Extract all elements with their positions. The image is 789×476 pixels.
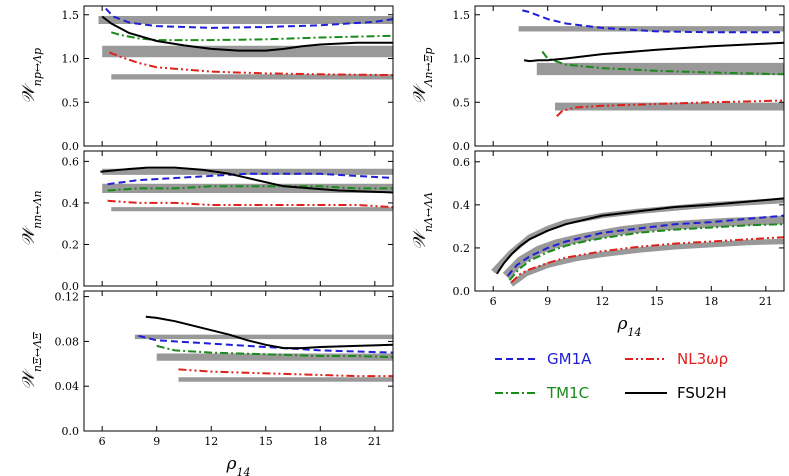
x-tick-label: 12: [595, 295, 609, 308]
y-tick-label: 1.5: [453, 9, 471, 22]
series-line-GM1A: [506, 214, 784, 277]
x-tick-label: 21: [759, 295, 773, 308]
series-line-FSU2H: [523, 41, 784, 63]
y-tick-label: 1.0: [453, 53, 471, 66]
legend-item: GM1A: [495, 350, 592, 368]
axes-frame: [474, 5, 785, 147]
legend-item: FSU2H: [625, 384, 727, 402]
legend-label: FSU2H: [677, 384, 727, 402]
y-axis-label: 𝒲Λn↔Ξp: [410, 48, 435, 105]
series-line-TM1C: [156, 344, 393, 359]
series-line-TM1C: [541, 50, 784, 76]
y-axis-label: 𝒲nΞ↔ΛΞ: [19, 332, 44, 390]
legend: GM1A NL3ωρ TM1C FSU2H: [495, 350, 728, 402]
y-tick-label: 1.0: [62, 53, 80, 66]
legend-label: NL3ωρ: [677, 350, 728, 368]
axes-frame: [83, 5, 394, 147]
series-line-TM1C: [107, 185, 393, 192]
x-tick-label: 15: [259, 435, 273, 448]
y-axis-label: 𝒲np↔Λp: [19, 48, 44, 104]
x-axis-label: ρ14: [617, 314, 642, 339]
y-tick-label: 0.12: [55, 291, 80, 304]
x-tick-label: 15: [650, 295, 664, 308]
series-line-GM1A: [522, 9, 784, 34]
panel-p4: 0.0 0.2 0.4 0.6 6 9 12 15 18 21 𝒲nΛ↔ΛΛ ρ14: [410, 150, 785, 339]
x-axis-label: ρ14: [226, 454, 251, 476]
y-tick-label: 0.08: [55, 335, 80, 348]
series-line-NL3ωρ: [107, 199, 393, 209]
series-line-GM1A: [105, 7, 393, 29]
y-tick-label: 0.0: [62, 280, 80, 293]
x-tick-label: 6: [490, 295, 497, 308]
axes-frame: [474, 150, 785, 292]
y-tick-label: 0.6: [62, 155, 80, 168]
legend-label: TM1C: [546, 384, 589, 402]
y-tick-label: 0.5: [62, 96, 80, 109]
series-line-FSU2H: [101, 15, 393, 52]
y-tick-label: 0.04: [55, 380, 80, 393]
x-tick-label: 18: [313, 435, 327, 448]
x-tick-label: 9: [153, 435, 160, 448]
y-tick-label: 1.5: [62, 9, 80, 22]
y-axis-label: 𝒲nΛ↔ΛΛ: [410, 192, 435, 250]
panel-p1: 0.0 0.5 1.0 1.5 𝒲np↔Λp: [19, 5, 394, 153]
y-tick-label: 0.0: [62, 140, 80, 153]
panel-p3: 0.0 0.2 0.4 0.6 𝒲nn↔Λn: [19, 150, 394, 293]
panel-p5: 0.0 0.04 0.08 0.12 6 9 12 15 18 21 𝒲nΞ↔ΛΞ ρ14: [19, 290, 394, 476]
y-tick-label: 0.4: [62, 197, 80, 210]
y-tick-label: 0.0: [62, 425, 80, 438]
series-line-FSU2H: [100, 166, 393, 194]
x-tick-label: 18: [704, 295, 718, 308]
axes-frame: [83, 150, 394, 287]
series-line-TM1C: [508, 223, 784, 281]
plot-area: [134, 315, 393, 382]
x-tick-label: 21: [368, 435, 382, 448]
legend-item: TM1C: [495, 384, 589, 402]
x-tick-label: 9: [544, 295, 551, 308]
series-line-NL3ωρ: [510, 236, 784, 284]
series-line-TM1C: [111, 31, 393, 42]
y-tick-label: 0.2: [62, 238, 80, 251]
series-line-GM1A: [138, 334, 393, 354]
series-line-FSU2H: [145, 315, 393, 350]
y-tick-label: 0.6: [453, 156, 471, 169]
legend-item: NL3ωρ: [625, 350, 728, 368]
y-tick-label: 0.5: [453, 96, 471, 109]
legend-label: GM1A: [547, 350, 592, 368]
plot-area: [100, 166, 393, 212]
uncertainty-band: [502, 215, 784, 279]
plot-area: [491, 197, 784, 287]
y-tick-label: 0.0: [453, 285, 471, 298]
x-tick-label: 12: [204, 435, 218, 448]
plot-area: [518, 9, 784, 118]
y-tick-label: 0.2: [453, 242, 471, 255]
series-line-FSU2H: [495, 197, 784, 275]
series-line-NL3ωρ: [556, 99, 784, 118]
series-line-NL3ωρ: [178, 368, 393, 378]
plot-area: [98, 7, 393, 80]
x-tick-label: 6: [99, 435, 106, 448]
uncertainty-band: [509, 238, 784, 287]
y-tick-label: 0.4: [453, 199, 471, 212]
series-line-GM1A: [107, 172, 393, 186]
panel-p2: 0.0 0.5 1.0 1.5 𝒲Λn↔Ξp: [410, 5, 785, 153]
y-tick-label: 0.0: [453, 140, 471, 153]
axes-frame: [83, 290, 394, 432]
y-axis-label: 𝒲nn↔Λn: [19, 190, 44, 246]
